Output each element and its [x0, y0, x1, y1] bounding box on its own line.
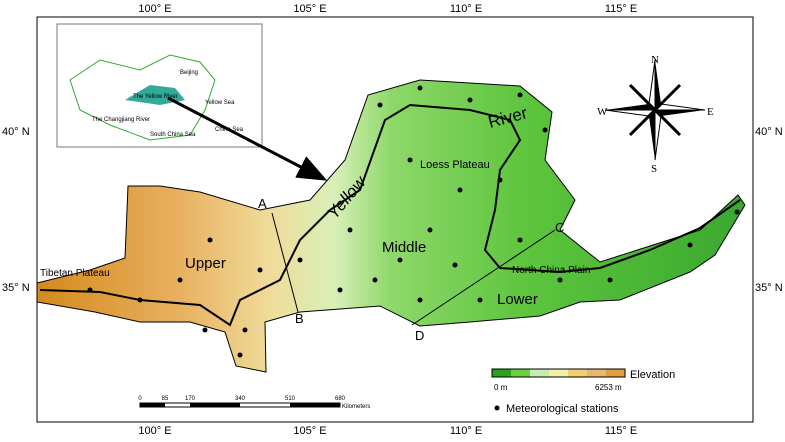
legend-title: Elevation	[630, 369, 675, 381]
inset-label: Beijing	[180, 70, 198, 76]
lat-label: 40° N	[2, 126, 30, 138]
legend-label: 0 m	[494, 383, 508, 392]
compass-label: W	[597, 106, 608, 118]
map-label: B	[295, 311, 304, 326]
inset-china	[69, 54, 216, 141]
lon-label: 110° E	[450, 3, 482, 15]
scale-tick: 85	[162, 396, 169, 402]
lon-label: 115° E	[605, 3, 637, 15]
map-label: Upper	[185, 255, 226, 272]
map-label: Tibetan Plateau	[40, 268, 110, 279]
compass-label: N	[651, 54, 659, 66]
stations	[87, 85, 740, 358]
legend-label: 6253 m	[595, 383, 622, 392]
lon-label: 110° E	[450, 425, 482, 437]
scale-tick: 0	[138, 396, 142, 402]
lat-label: 35° N	[2, 282, 30, 294]
arrow	[167, 96, 328, 181]
map-label: D	[415, 328, 424, 343]
lon-label: 100° E	[138, 3, 171, 15]
lon-label: 100° E	[138, 425, 171, 437]
compass-rose	[604, 59, 706, 161]
map-label: Lower	[497, 291, 538, 308]
map-label: C	[555, 220, 564, 235]
inset	[56, 23, 263, 148]
inset-label: The Changjiang River	[92, 117, 150, 123]
scale-unit: Kilometers	[342, 404, 370, 410]
lat-label: 40° N	[755, 126, 783, 138]
basin	[36, 79, 746, 373]
scale-tick: 170	[185, 396, 196, 402]
lon-label: 115° E	[605, 425, 637, 437]
scale-tick: 340	[235, 396, 246, 402]
compass-label: S	[651, 163, 657, 175]
inset-label: China Sea	[215, 127, 244, 133]
line-ab	[271, 212, 299, 313]
scale-tick: 510	[285, 396, 296, 402]
river	[39, 103, 741, 327]
inset-label: Yellow Sea	[205, 100, 235, 106]
scale-bar	[139, 402, 341, 408]
map-label: A	[258, 196, 267, 211]
scale-tick: 680	[335, 396, 346, 402]
inset-label: South China Sea	[150, 132, 196, 138]
lat-label: 35° N	[755, 282, 783, 294]
legend-label: Meteorological stations	[506, 403, 619, 415]
compass-label: E	[707, 106, 714, 118]
map-label: Loess Plateau	[420, 159, 490, 171]
lon-label: 105° E	[293, 425, 326, 437]
legend-bar	[491, 368, 626, 411]
inset-label: The Yellow River	[133, 94, 178, 100]
map-label: Middle	[382, 239, 426, 256]
map-label: North China Plain	[512, 265, 590, 276]
lon-label: 105° E	[293, 3, 326, 15]
line-cd	[411, 229, 556, 326]
